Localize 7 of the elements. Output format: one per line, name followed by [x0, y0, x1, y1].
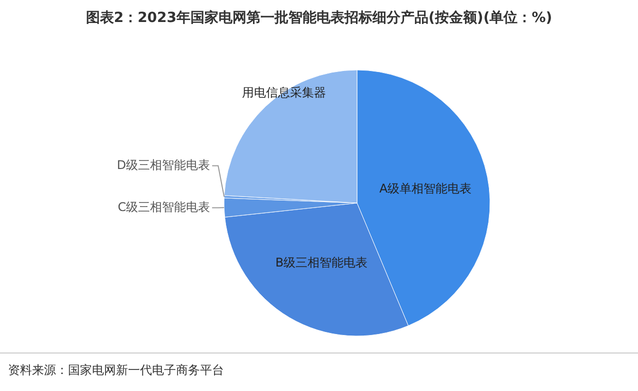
slice-label: B级三相智能电表	[275, 255, 368, 270]
text: 资料来源：国家电网新一代电子商务平台	[8, 363, 224, 377]
slice-label: D级三相智能电表	[116, 158, 210, 172]
slice-label: 用电信息采集器	[242, 86, 326, 100]
slice-label: C级三相智能电表	[118, 200, 210, 214]
chart-title: 图表2：2023年国家电网第一批智能电表招标细分产品(按金额)(单位：%)	[86, 9, 552, 26]
slice-label: A级单相智能电表	[379, 182, 472, 196]
